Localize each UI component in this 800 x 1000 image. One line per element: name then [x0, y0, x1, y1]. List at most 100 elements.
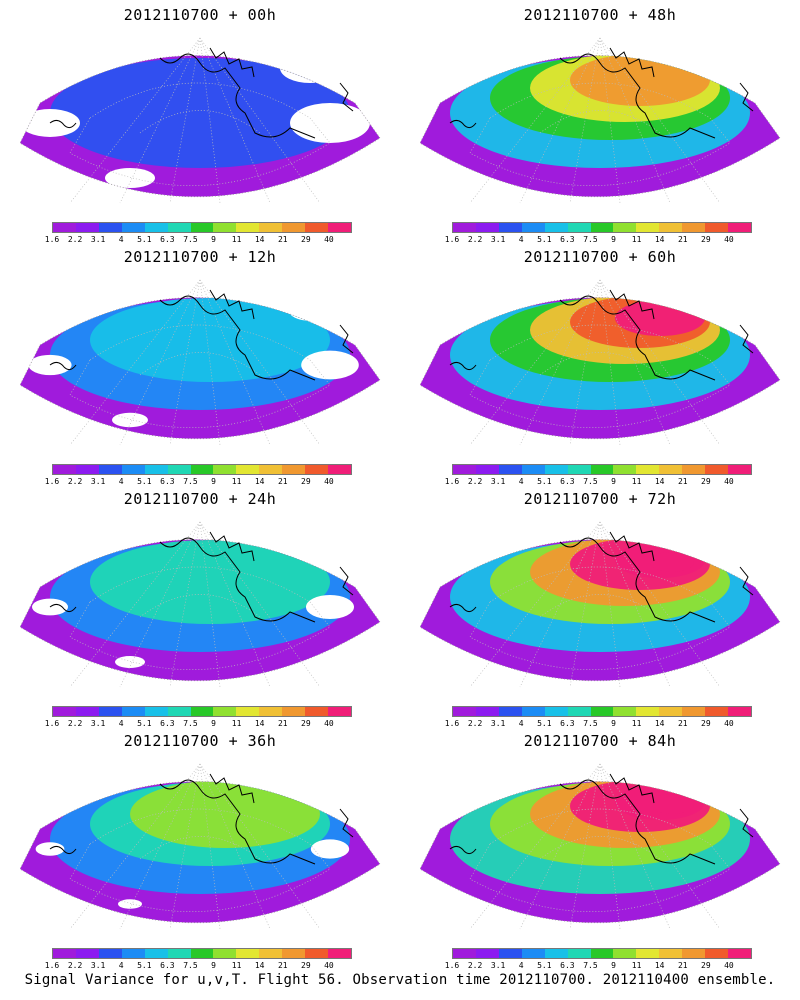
colorbar-swatch — [453, 949, 476, 958]
colorbar-tick-label: 11 — [631, 719, 642, 728]
panel-title: 2012110700 + 72h — [523, 490, 677, 508]
colorbar-swatch — [305, 223, 329, 232]
colorbar-tick-label: 1.6 — [444, 477, 460, 486]
variance-field — [420, 539, 780, 681]
colorbar-ticks: 1.6 2.2 3.1 4 5.1 6.3 7.5 9 11 14 21 29 40 — [45, 477, 352, 487]
colorbar-tick-label: 11 — [631, 961, 642, 970]
colorbar-swatch — [144, 707, 168, 716]
colorbar-tick-label: 1.6 — [44, 719, 60, 728]
colorbar-swatch — [305, 465, 329, 474]
colorbar-swatch — [705, 949, 729, 958]
colorbar-ticks: 1.6 2.2 3.1 4 5.1 6.3 7.5 9 11 14 21 29 40 — [445, 235, 752, 245]
colorbar-swatch — [259, 707, 283, 716]
colorbar-tick-label: 40 — [724, 477, 734, 486]
colorbar-swatch — [121, 949, 145, 958]
domain-outline — [19, 539, 381, 682]
colorbar-tick-label: 11 — [231, 477, 242, 486]
colorbar-tick-label: 3.1 — [490, 477, 506, 486]
colorbar-tick-label: 6.3 — [160, 961, 175, 970]
colorbar-tick-label: 5.1 — [537, 477, 552, 486]
colorbar-swatch — [682, 223, 706, 232]
colorbar-swatch — [98, 707, 122, 716]
colorbar-tick-label: 9 — [211, 961, 216, 970]
colorbar-tick-label: 40 — [324, 477, 334, 486]
colorbar-tick-label: 5.1 — [137, 961, 152, 970]
colorbar-tick-label: 11 — [231, 235, 242, 244]
panel-title: 2012110700 + 00h — [123, 6, 277, 24]
colorbar-tick-label: 6.3 — [560, 235, 575, 244]
colorbar-swatch — [498, 223, 522, 232]
coastline — [449, 531, 754, 623]
domain-outline — [19, 55, 381, 198]
colorbar-tick-label: 5.1 — [137, 719, 152, 728]
no-data-region — [306, 595, 354, 619]
colorbar-tick-label: 2.2 — [67, 235, 83, 244]
colorbar — [452, 948, 752, 959]
colorbar-ticks: 1.6 2.2 3.1 4 5.1 6.3 7.5 9 11 14 21 29 40 — [45, 235, 352, 245]
colorbar-swatch — [98, 223, 122, 232]
colorbar-swatch — [282, 949, 306, 958]
colorbar-tick-label: 2.2 — [467, 719, 483, 728]
colorbar-swatch — [498, 949, 522, 958]
colorbar-tick-label: 9 — [211, 477, 216, 486]
colorbar-swatch — [190, 465, 214, 474]
colorbar-tick-label: 5.1 — [537, 235, 552, 244]
colorbar-swatch — [305, 949, 329, 958]
variance-field — [420, 781, 780, 923]
colorbar-tick-label: 11 — [631, 477, 642, 486]
colorbar-swatch — [728, 223, 751, 232]
domain-outline — [419, 781, 781, 924]
graticule — [69, 521, 331, 688]
colorbar-swatch — [144, 223, 168, 232]
colorbar-tick-label: 4 — [518, 477, 524, 486]
colorbar-tick-label: 11 — [231, 719, 242, 728]
colorbar — [52, 222, 352, 233]
colorbar-swatch — [682, 707, 706, 716]
colorbar-tick-label: 7.5 — [583, 961, 598, 970]
colorbar-tick-label: 21 — [277, 235, 288, 244]
colorbar-tick-label: 5.1 — [137, 477, 152, 486]
colorbar-tick-label: 4 — [518, 235, 524, 244]
colorbar-tick-label: 9 — [611, 477, 616, 486]
no-data-region — [105, 168, 155, 188]
colorbar-swatch — [167, 707, 191, 716]
colorbar-tick-label: 14 — [654, 961, 665, 970]
colorbar-tick-label: 29 — [301, 961, 311, 970]
colorbar-tick-label: 6.3 — [160, 719, 175, 728]
colorbar-swatch — [121, 707, 145, 716]
graticule — [469, 279, 731, 446]
colorbar-swatch — [213, 465, 237, 474]
colorbar-swatch — [636, 223, 660, 232]
colorbar-tick-label: 3.1 — [90, 235, 106, 244]
no-data-region — [280, 55, 340, 83]
domain-outline — [19, 297, 381, 440]
colorbar-swatch — [259, 223, 283, 232]
colorbar-swatch — [636, 949, 660, 958]
colorbar-tick-label: 2.2 — [467, 477, 483, 486]
colorbar-tick-label: 6.3 — [560, 719, 575, 728]
colorbar-swatch — [213, 949, 237, 958]
colorbar-swatch — [521, 223, 545, 232]
colorbar-tick-label: 14 — [254, 235, 265, 244]
colorbar-swatch — [144, 949, 168, 958]
colorbar-swatch — [75, 949, 99, 958]
coastline — [449, 289, 754, 381]
colorbar-tick-label: 3.1 — [490, 235, 506, 244]
colorbar-swatch — [190, 223, 214, 232]
colorbar-swatch — [282, 707, 306, 716]
colorbar-tick-label: 1.6 — [44, 961, 60, 970]
colorbar-swatch — [190, 949, 214, 958]
colorbar-swatch — [590, 707, 614, 716]
colorbar-swatch — [544, 223, 568, 232]
colorbar-swatch — [521, 949, 545, 958]
colorbar-swatch — [728, 949, 751, 958]
colorbar-swatch — [190, 707, 214, 716]
colorbar-tick-label: 3.1 — [490, 719, 506, 728]
colorbar-tick-label: 21 — [277, 719, 288, 728]
domain-outline — [419, 297, 781, 440]
colorbar-swatch — [613, 949, 637, 958]
colorbar-swatch — [544, 707, 568, 716]
colorbar-swatch — [167, 949, 191, 958]
colorbar-tick-label: 14 — [254, 477, 265, 486]
colorbar-swatch — [567, 465, 591, 474]
